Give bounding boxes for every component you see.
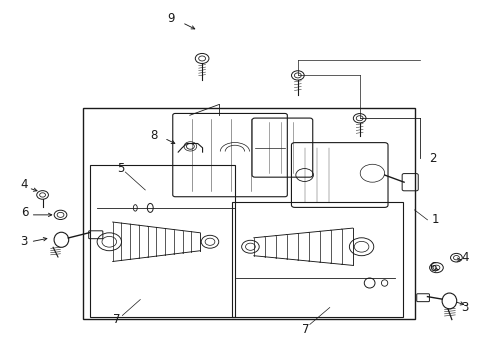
Text: 6: 6 [20,206,28,219]
Bar [232,202,402,318]
Text: 4: 4 [20,179,28,192]
Text: 9: 9 [167,12,175,25]
Text: 7: 7 [113,313,121,326]
Text: 1: 1 [430,213,438,226]
Text: 8: 8 [149,129,157,142]
Text: 3: 3 [461,301,468,314]
Bar [83,108,414,319]
Text: 7: 7 [301,323,309,336]
Text: 5: 5 [117,162,124,175]
Text: 4: 4 [461,251,468,264]
Text: 3: 3 [20,235,28,248]
Text: 6: 6 [428,261,436,274]
Text: 2: 2 [428,152,436,165]
Bar [90,165,235,318]
